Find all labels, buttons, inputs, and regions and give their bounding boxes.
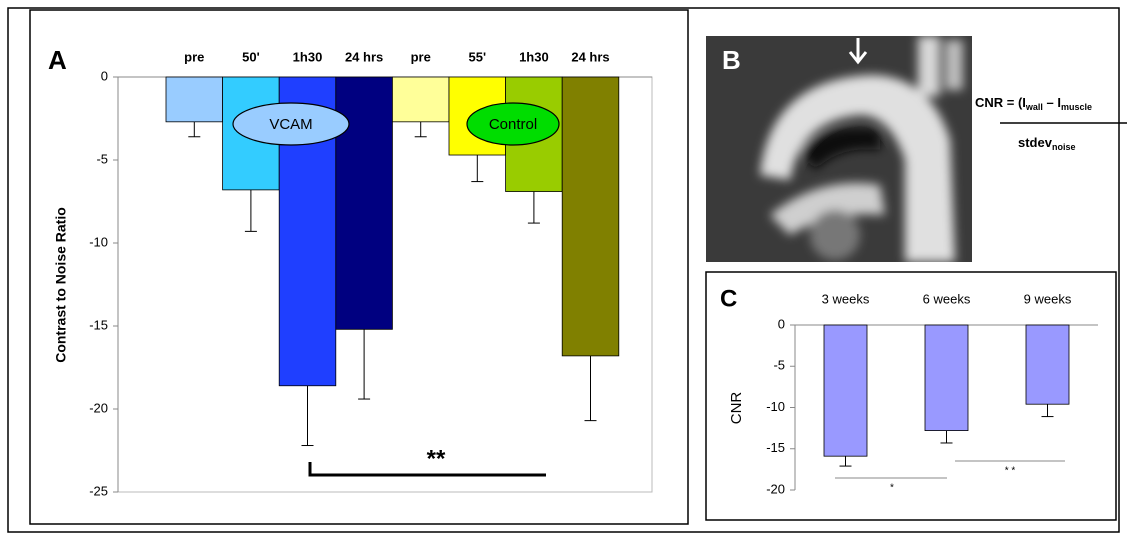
panel-label: A	[48, 45, 67, 75]
x-tick-label: 3 weeks	[822, 291, 870, 306]
x-tick-label: pre	[184, 49, 204, 64]
formula-sub: noise	[1052, 142, 1076, 152]
x-tick-label: 55'	[469, 49, 487, 64]
x-tick-label: 1h30	[519, 49, 549, 64]
x-tick-label: 24 hrs	[571, 49, 609, 64]
annotation: *	[890, 483, 894, 494]
bar	[165, 76, 223, 123]
x-tick-label: pre	[411, 49, 431, 64]
y-tick-label: -15	[766, 440, 785, 455]
annotation: VCAM	[269, 116, 312, 133]
formula: CNR = (Iwall – Imuscle	[975, 95, 1092, 112]
formula: stdevnoise	[1018, 135, 1075, 152]
formula-sub: wall	[1025, 102, 1043, 112]
significance-bracket	[308, 462, 546, 477]
bar	[924, 324, 969, 431]
mri-image	[706, 36, 972, 262]
annotation-bubble	[232, 102, 350, 146]
formula-part: stdev	[1018, 135, 1053, 150]
bar	[335, 76, 393, 330]
y-tick-label: -5	[773, 358, 785, 373]
x-tick-label: 9 weeks	[1024, 291, 1072, 306]
bar	[1025, 324, 1070, 405]
figure-frame	[7, 7, 1120, 533]
panel-label: C	[720, 285, 737, 312]
annotation-bubble	[466, 102, 560, 146]
x-tick-label: 50'	[242, 49, 260, 64]
y-tick-label: 0	[101, 68, 108, 83]
panel-a-frame	[29, 9, 689, 525]
x-tick-label: 6 weeks	[923, 291, 971, 306]
y-tick-label: -10	[89, 234, 108, 249]
y-tick-label: -15	[89, 317, 108, 332]
y-axis-label: CNR	[728, 392, 745, 425]
y-tick-label: -10	[766, 399, 785, 414]
annotation: Control	[489, 116, 537, 133]
y-tick-label: -5	[96, 151, 108, 166]
annotation: **	[427, 445, 446, 472]
y-tick-label: -20	[766, 481, 785, 496]
y-tick-label: -20	[89, 400, 108, 415]
x-tick-label: 1h30	[293, 49, 323, 64]
bar	[561, 76, 620, 357]
y-axis-label: Contrast to Noise Ratio	[53, 207, 69, 363]
x-tick-label: 24 hrs	[345, 49, 383, 64]
y-tick-label: -25	[89, 483, 108, 498]
panel-label: B	[722, 45, 741, 75]
bar	[391, 76, 450, 123]
annotation: * *	[1005, 466, 1016, 477]
bar	[823, 324, 868, 457]
formula-part: – I	[1043, 95, 1061, 110]
formula-part: CNR = (I	[975, 95, 1026, 110]
y-tick-label: 0	[778, 316, 785, 331]
formula-sub: muscle	[1061, 102, 1092, 112]
